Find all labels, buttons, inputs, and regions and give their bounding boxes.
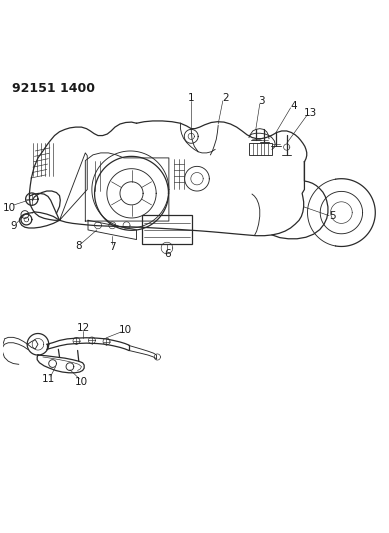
Text: 8: 8 bbox=[75, 241, 82, 252]
Text: 3: 3 bbox=[258, 96, 265, 106]
Text: 11: 11 bbox=[42, 374, 55, 384]
Text: 6: 6 bbox=[164, 249, 171, 259]
Text: 12: 12 bbox=[77, 323, 90, 333]
Text: 9: 9 bbox=[11, 221, 18, 231]
Text: 7: 7 bbox=[109, 242, 116, 252]
Text: 13: 13 bbox=[304, 108, 317, 118]
Text: 5: 5 bbox=[329, 212, 335, 221]
Text: 10: 10 bbox=[3, 203, 16, 213]
Text: 10: 10 bbox=[75, 377, 88, 387]
Text: 10: 10 bbox=[118, 325, 131, 335]
Text: 2: 2 bbox=[222, 93, 228, 103]
Text: 92151 1400: 92151 1400 bbox=[12, 83, 95, 95]
Text: 1: 1 bbox=[188, 93, 194, 103]
Text: 4: 4 bbox=[290, 101, 297, 110]
